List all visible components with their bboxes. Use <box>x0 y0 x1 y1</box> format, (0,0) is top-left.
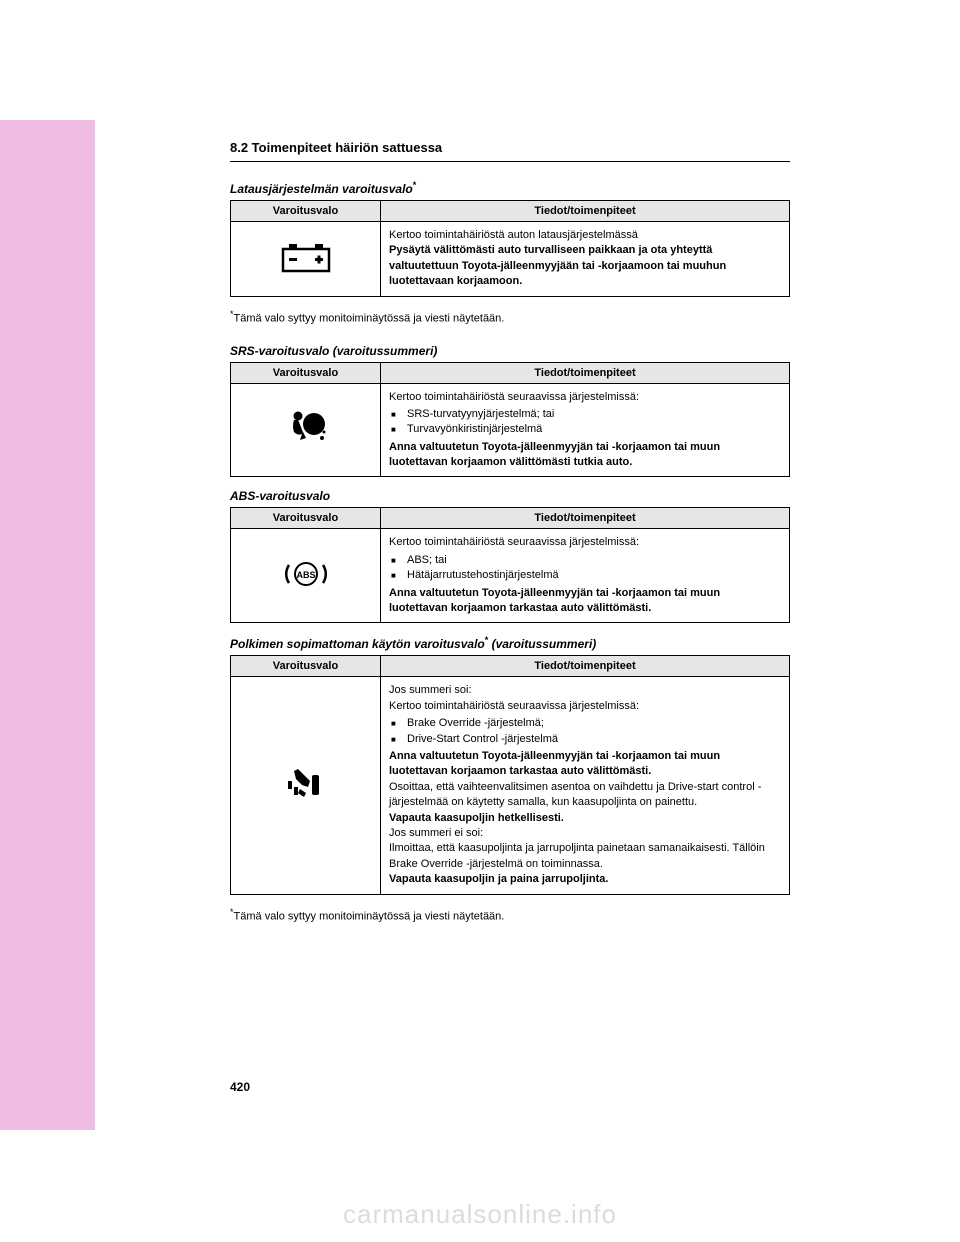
section-header: 8.2 Toimenpiteet häiriön sattuessa <box>230 140 790 157</box>
info-bold: Anna valtuutetun Toyota-jälleenmyyjän ta… <box>389 440 781 471</box>
table-title-abs: ABS-varoitusvalo <box>230 489 790 503</box>
battery-icon <box>281 241 331 273</box>
title-text: Latausjärjestelmän varoitusvalo <box>230 182 413 196</box>
th-light: Varoitusvalo <box>231 201 381 222</box>
info-line: Kertoo toimintahäiriöstä seuraavissa jär… <box>389 535 781 550</box>
info-bold: Anna valtuutetun Toyota-jälleenmyyjän ta… <box>389 586 781 617</box>
info-line: Ilmoittaa, että kaasupoljinta ja jarrupo… <box>389 841 781 872</box>
footnote-2: *Tämä valo syttyy monitoiminäytössä ja v… <box>230 907 790 924</box>
th-info: Tiedot/toimenpiteet <box>381 201 790 222</box>
srs-table: Varoitusvalo Tiedot/toimenpiteet Kertoo … <box>230 362 790 478</box>
info-line: Kertoo toimintahäiriöstä seuraavissa jär… <box>389 699 781 714</box>
abs-table: Varoitusvalo Tiedot/toimenpiteet ABS Ker… <box>230 507 790 623</box>
info-bold: Anna valtuutetun Toyota-jälleenmyyjän ta… <box>389 749 781 780</box>
bullet-list: SRS-turvatyynyjärjestelmä; tai Turvavyön… <box>389 407 781 438</box>
section-rule <box>230 161 790 162</box>
info-cell: Kertoo toimintahäiriöstä seuraavissa jär… <box>381 383 790 477</box>
th-info: Tiedot/toimenpiteet <box>381 508 790 529</box>
title-text: SRS-varoitusvalo (varoitussummeri) <box>230 344 437 358</box>
title-text: ABS-varoitusvalo <box>230 489 330 503</box>
title-suffix: (varoitussummeri) <box>488 637 596 651</box>
bullet-item: Brake Override -järjestelmä; <box>389 716 781 731</box>
info-line: Jos summeri ei soi: <box>389 826 781 841</box>
info-line: Kertoo toimintahäiriöstä auton latausjär… <box>389 228 781 243</box>
pedal-misuse-icon <box>284 767 328 801</box>
th-info: Tiedot/toimenpiteet <box>381 656 790 677</box>
info-line: Osoittaa, että vaihteenvalitsimen asento… <box>389 780 781 811</box>
bullet-list: Brake Override -järjestelmä; Drive-Start… <box>389 716 781 747</box>
abs-icon: ABS <box>284 559 328 589</box>
info-line: Kertoo toimintahäiriöstä seuraavissa jär… <box>389 390 781 405</box>
title-text: Polkimen sopimattoman käytön varoitusval… <box>230 637 485 651</box>
info-cell: Jos summeri soi: Kertoo toimintahäiriöst… <box>381 677 790 894</box>
side-tab <box>0 120 95 1130</box>
footnote-1: *Tämä valo syttyy monitoiminäytössä ja v… <box>230 309 790 326</box>
footnote-text: Tämä valo syttyy monitoiminäytössä ja vi… <box>234 910 505 922</box>
icon-cell <box>231 677 381 894</box>
bullet-list: ABS; tai Hätäjarrutustehostinjärjestelmä <box>389 553 781 584</box>
th-light: Varoitusvalo <box>231 362 381 383</box>
page-content: 8.2 Toimenpiteet häiriön sattuessa Latau… <box>230 140 790 941</box>
th-light: Varoitusvalo <box>231 508 381 529</box>
bullet-item: SRS-turvatyynyjärjestelmä; tai <box>389 407 781 422</box>
icon-cell <box>231 383 381 477</box>
table-title-charging: Latausjärjestelmän varoitusvalo* <box>230 180 790 196</box>
footnote-text: Tämä valo syttyy monitoiminäytössä ja vi… <box>234 312 505 324</box>
th-info: Tiedot/toimenpiteet <box>381 362 790 383</box>
charging-table: Varoitusvalo Tiedot/toimenpiteet Kertoo … <box>230 200 790 297</box>
info-bold: Vapauta kaasupoljin hetkellisesti. <box>389 811 781 826</box>
info-bold: Vapauta kaasupoljin ja paina jarrupoljin… <box>389 872 781 887</box>
title-sup: * <box>413 180 417 190</box>
info-cell: Kertoo toimintahäiriöstä auton latausjär… <box>381 222 790 297</box>
table-title-pedal: Polkimen sopimattoman käytön varoitusval… <box>230 635 790 651</box>
th-light: Varoitusvalo <box>231 656 381 677</box>
icon-cell <box>231 222 381 297</box>
page-number: 420 <box>230 1080 250 1094</box>
info-bold: Pysäytä välittömästi auto turvalliseen p… <box>389 243 781 289</box>
table-title-srs: SRS-varoitusvalo (varoitussummeri) <box>230 344 790 358</box>
airbag-icon <box>284 410 328 446</box>
info-line: Jos summeri soi: <box>389 683 781 698</box>
bullet-item: Hätäjarrutustehostinjärjestelmä <box>389 568 781 583</box>
pedal-table: Varoitusvalo Tiedot/toimenpiteet Jos sum… <box>230 655 790 894</box>
icon-cell: ABS <box>231 529 381 623</box>
info-cell: Kertoo toimintahäiriöstä seuraavissa jär… <box>381 529 790 623</box>
watermark: carmanualsonline.info <box>0 1199 960 1230</box>
bullet-item: ABS; tai <box>389 553 781 568</box>
bullet-item: Turvavyönkiristinjärjestelmä <box>389 422 781 437</box>
bullet-item: Drive-Start Control -järjestelmä <box>389 732 781 747</box>
svg-text:ABS: ABS <box>296 570 315 580</box>
